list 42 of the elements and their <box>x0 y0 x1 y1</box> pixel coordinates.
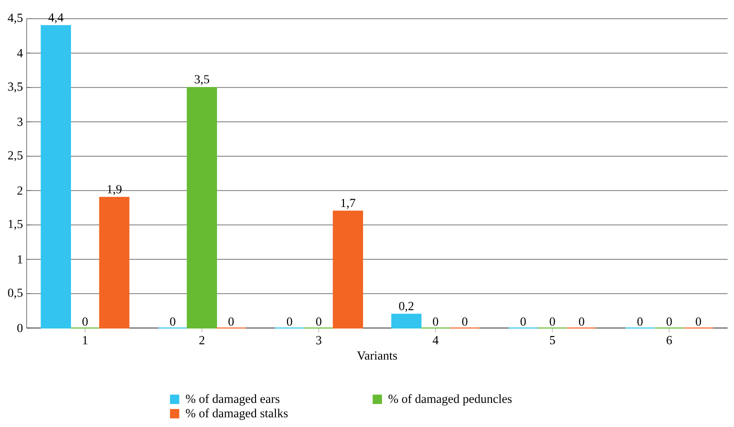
data-label: 0 <box>666 317 672 326</box>
data-label: 0 <box>432 317 438 326</box>
x-tick-label: 1 <box>83 336 88 344</box>
y-tick-label: 1,5 <box>8 220 23 230</box>
bar <box>40 25 71 328</box>
data-label: 0 <box>316 317 322 326</box>
y-tick-label: 0,5 <box>8 288 23 299</box>
data-label: 0 <box>696 317 702 326</box>
x-tick-label: 2 <box>199 336 204 344</box>
y-tick-label: 1 <box>18 255 22 264</box>
data-label: 0 <box>520 317 526 326</box>
y-tick-label: 4 <box>17 49 23 58</box>
bar <box>99 196 130 328</box>
data-label: 3,5 <box>194 75 210 86</box>
x-tick-label: 5 <box>550 336 555 344</box>
data-label: 0 <box>578 317 584 326</box>
y-tick-label: 0 <box>17 324 23 332</box>
data-label: 0 <box>286 317 292 326</box>
y-tick-label: 2,5 <box>8 151 23 162</box>
y-tick-label: 3,5 <box>8 82 23 93</box>
y-tick-label: 4,5 <box>8 14 23 24</box>
y-tick-label: 3 <box>17 118 23 126</box>
data-label: 0 <box>82 317 88 326</box>
x-tick-label: 3 <box>316 336 322 344</box>
bar <box>391 314 422 328</box>
legend-label: % of damaged ears <box>186 394 280 406</box>
data-label: 0 <box>637 317 643 326</box>
data-label: 0 <box>462 317 468 326</box>
legend-label: % of damaged stalks <box>186 408 288 420</box>
bar <box>186 86 218 328</box>
y-tick-label: 2 <box>17 186 22 195</box>
data-label: 1,7 <box>341 198 356 209</box>
data-label: 0 <box>228 317 234 326</box>
x-tick-label: 6 <box>666 336 672 344</box>
bar <box>332 210 364 328</box>
data-label: 1,9 <box>108 185 122 196</box>
x-tick-label: 4 <box>432 336 438 344</box>
x-axis-title: Variants <box>357 351 397 360</box>
data-label: 0 <box>550 317 555 326</box>
data-label: 0 <box>170 317 176 326</box>
legend-label: % of damaged peduncles <box>388 394 512 406</box>
data-label: 0,2 <box>399 302 414 312</box>
